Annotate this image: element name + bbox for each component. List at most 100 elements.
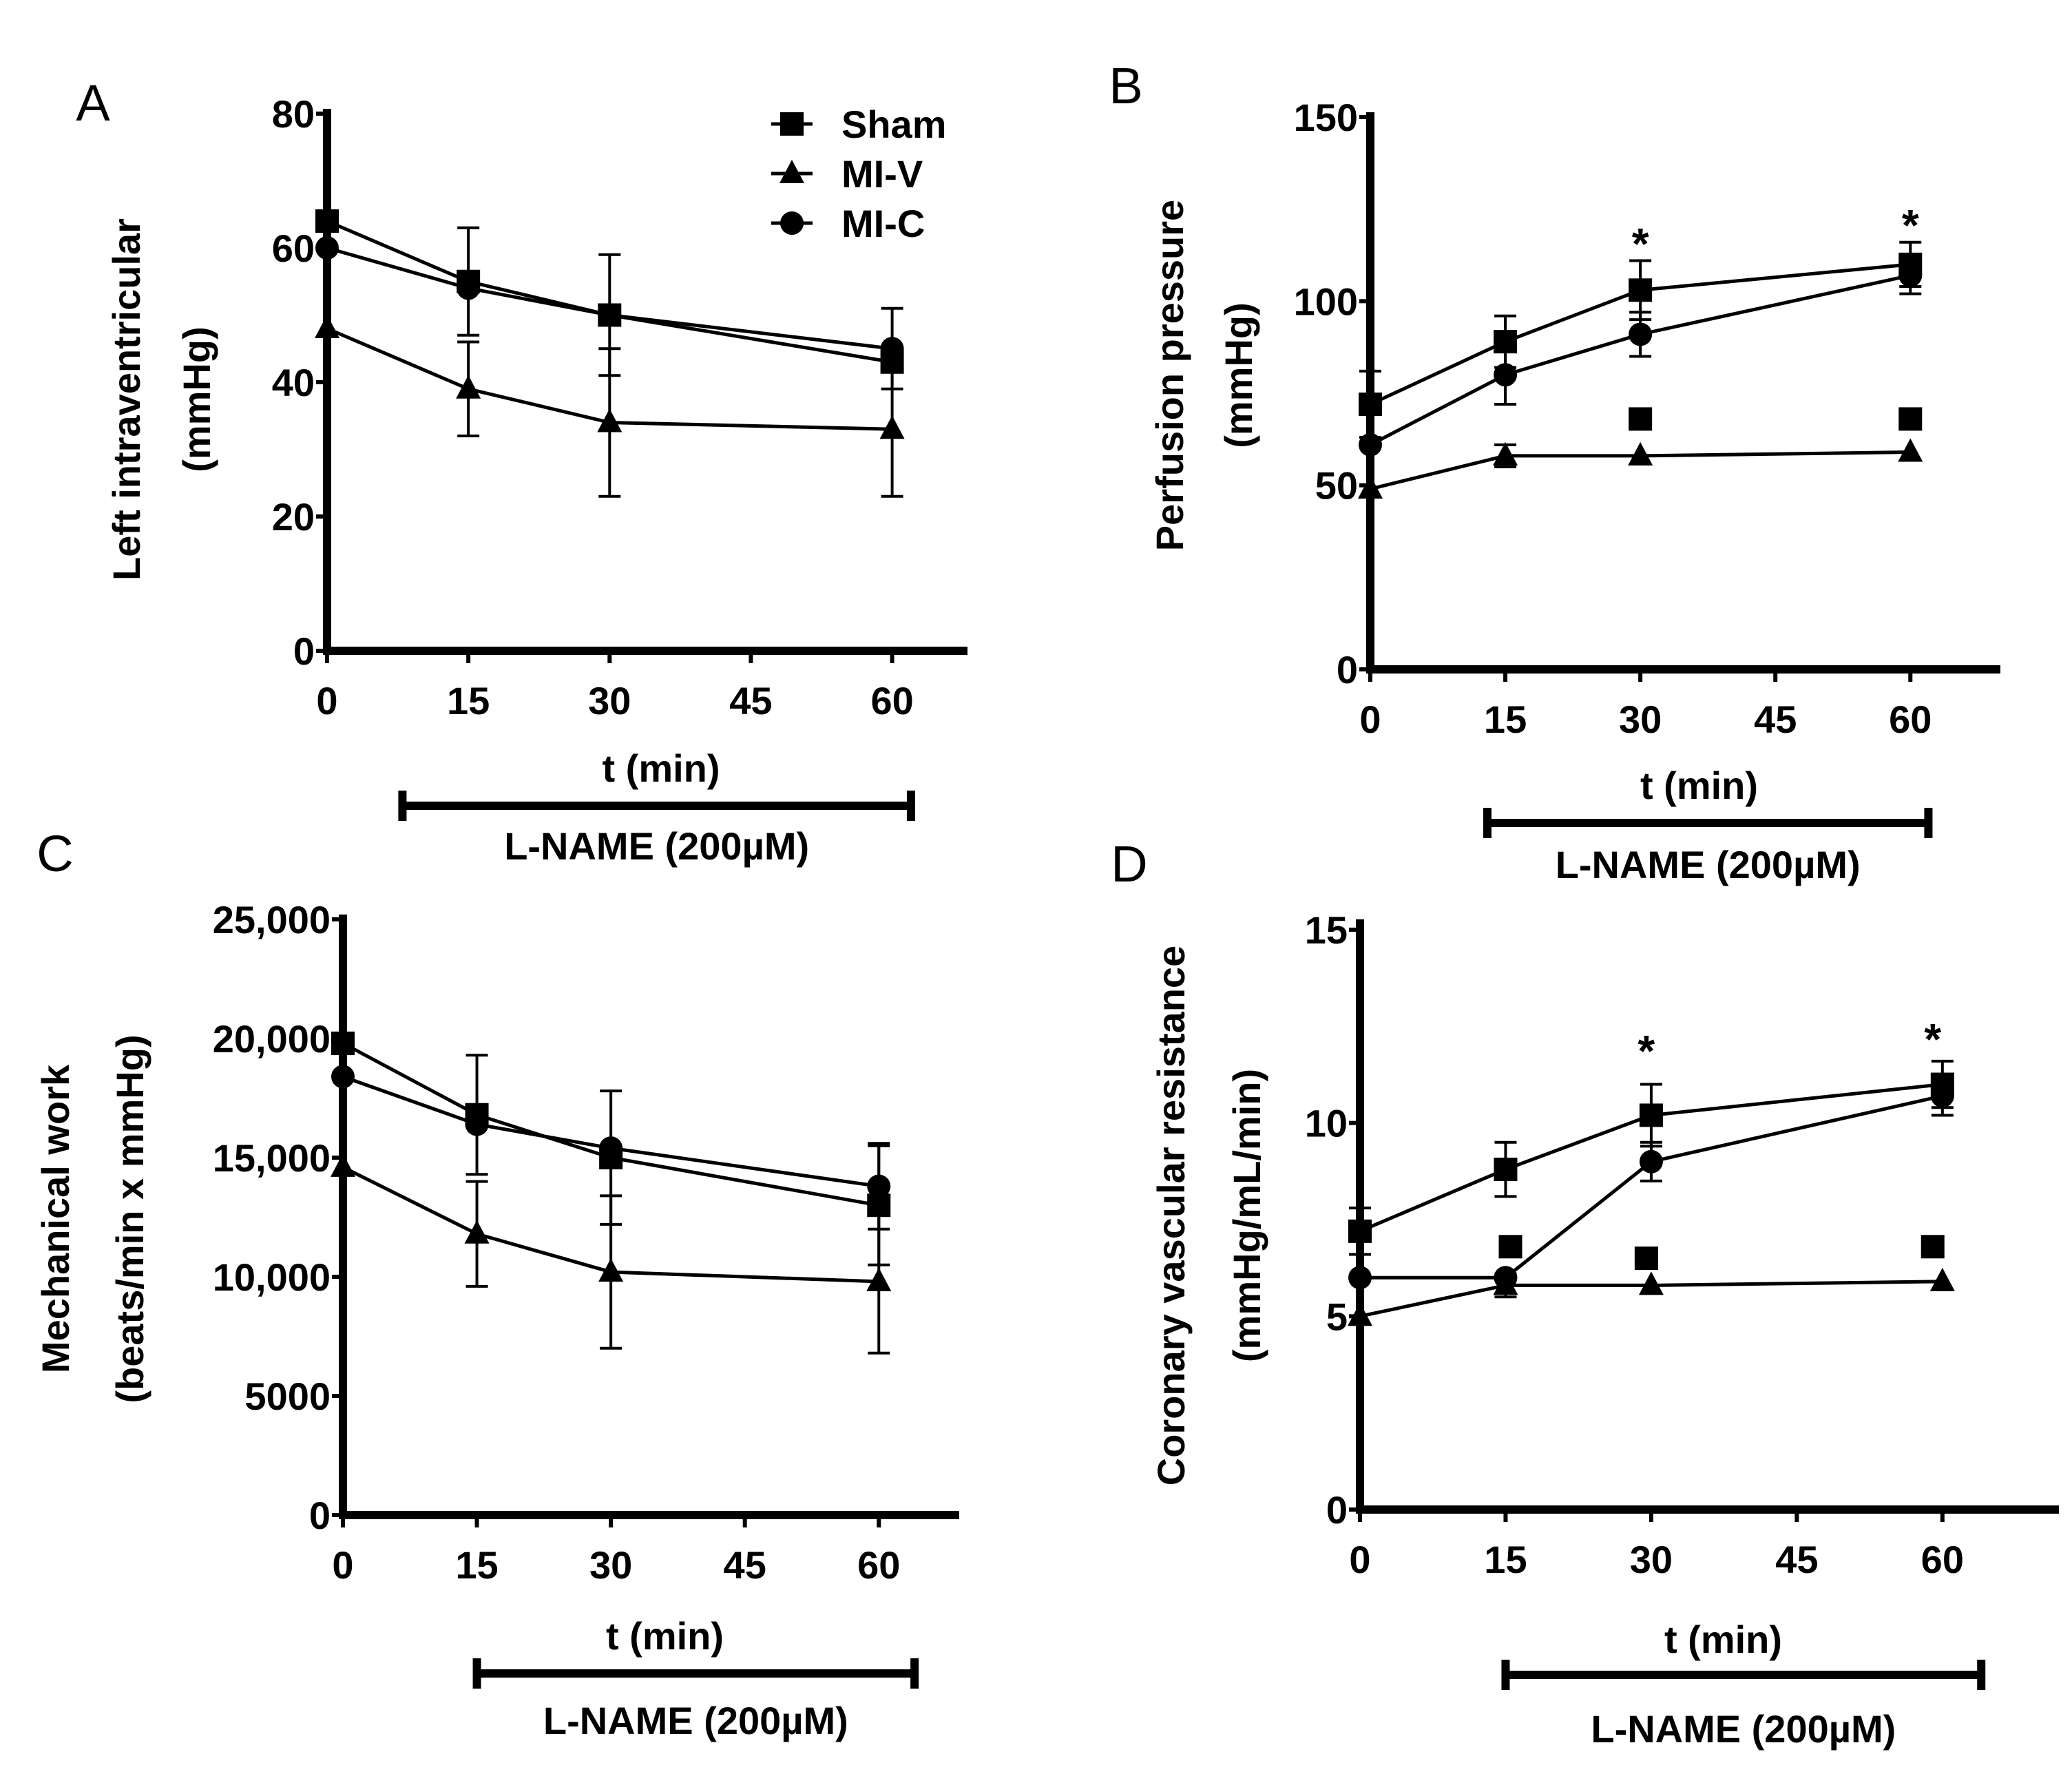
data-point: [1930, 1084, 1954, 1108]
x-axis-label: t (min): [602, 747, 720, 790]
data-point: [1358, 475, 1383, 499]
series-mi-v: [331, 1153, 892, 1355]
series-line: [326, 326, 892, 431]
y-tick-label: 80: [272, 92, 315, 136]
significance-star: *: [1924, 1014, 1941, 1064]
series-line: [326, 219, 892, 364]
x-tick-label: 15: [1484, 1538, 1527, 1581]
treatment-bar: [1483, 808, 1933, 838]
treatment-bar: [472, 1658, 919, 1689]
data-point: [456, 375, 481, 399]
series-line: [1359, 1280, 1943, 1318]
series-line: [1359, 1083, 1943, 1233]
series-mi-c: [315, 236, 904, 390]
y-tick-label: 20,000: [213, 1017, 331, 1061]
data-point: [315, 209, 339, 233]
significance-star: *: [1632, 219, 1649, 269]
data-point: [1639, 1103, 1663, 1127]
treatment-label: L-NAME (200µM): [543, 1699, 848, 1742]
treatment-label: L-NAME (200µM): [504, 824, 809, 868]
y-tick-label: 40: [272, 361, 315, 404]
legend-item: MI-C: [771, 202, 925, 245]
legend-item: MI-V: [771, 152, 923, 196]
series-mi-c: [1359, 255, 1923, 457]
y-axis-label-line-2: (mmHg/mL/min): [1225, 1069, 1268, 1362]
extra-marker: [1898, 407, 1923, 431]
x-tick-label: 60: [1921, 1538, 1964, 1581]
data-point: [1348, 1302, 1372, 1326]
significance-star: *: [1637, 1026, 1655, 1076]
y-tick-label: 10,000: [213, 1255, 331, 1299]
data-point: [1494, 1158, 1518, 1182]
series-mi-c: [331, 1065, 891, 1231]
data-point: [1348, 1219, 1372, 1243]
data-point: [465, 1112, 489, 1136]
data-point: [1629, 278, 1653, 302]
y-tick-label: 150: [1294, 96, 1358, 139]
series-line: [1369, 273, 1911, 447]
data-point: [1638, 1271, 1664, 1295]
extra-marker: [1921, 1235, 1945, 1259]
y-axis-label-line-2: (mmHg): [1217, 302, 1260, 448]
data-point: [867, 1174, 891, 1198]
data-point: [1898, 263, 1923, 287]
data-point: [1494, 1266, 1518, 1290]
data-point: [464, 1220, 490, 1244]
legend-marker: [779, 160, 804, 183]
x-tick-label: 45: [1754, 698, 1797, 741]
data-point: [599, 1136, 623, 1160]
y-tick-label: 0: [1337, 648, 1358, 691]
x-tick-label: 0: [316, 679, 337, 722]
series-sham: [1348, 1059, 1954, 1256]
treatment-bar: [1501, 1660, 1986, 1690]
x-tick-label: 45: [729, 679, 772, 722]
data-point: [1898, 438, 1923, 462]
data-point: [1639, 1149, 1663, 1173]
data-point: [879, 415, 905, 439]
x-tick-label: 30: [589, 1543, 632, 1587]
series-line: [1369, 262, 1911, 406]
legend-label: MI-C: [841, 202, 925, 245]
data-point: [597, 408, 622, 432]
y-tick-label: 10: [1305, 1102, 1348, 1145]
x-tick-label: 0: [1349, 1538, 1370, 1581]
x-tick-label: 60: [857, 1543, 900, 1587]
data-point: [598, 303, 622, 327]
x-tick-label: 60: [870, 679, 913, 722]
legend-item: Sham: [771, 103, 947, 146]
y-tick-label: 100: [1294, 280, 1358, 323]
series-line: [342, 1165, 879, 1284]
data-point: [880, 337, 904, 361]
legend-marker: [780, 211, 804, 235]
series-mi-c: [1348, 1075, 1954, 1290]
data-point: [1628, 441, 1653, 466]
data-point: [1348, 1266, 1372, 1290]
treatment-bar: [398, 791, 915, 821]
panel-letter: B: [1109, 57, 1142, 114]
data-point: [1493, 441, 1518, 466]
x-tick-label: 15: [455, 1543, 498, 1587]
data-point: [1929, 1267, 1955, 1291]
y-tick-label: 20: [272, 495, 315, 539]
data-point: [315, 315, 339, 338]
panel-letter: A: [76, 74, 110, 132]
x-tick-label: 30: [1630, 1538, 1673, 1581]
series-mi-v: [315, 315, 905, 498]
data-point: [1359, 393, 1382, 417]
y-axis-label-line-1: Perfusion pressure: [1148, 200, 1191, 551]
legend: Sham MI-V MI-C: [771, 103, 947, 245]
y-tick-label: 15: [1305, 908, 1348, 952]
panel-a: A 0 20 40 60 80 0 15 30 45 60 t (min) Left intravent…: [76, 74, 967, 868]
data-point: [331, 1031, 355, 1055]
treatment-label: L-NAME (200µM): [1591, 1707, 1896, 1751]
legend-marker: [780, 112, 804, 136]
data-point: [598, 1258, 624, 1282]
x-axis-label: t (min): [1640, 764, 1758, 807]
data-point: [315, 236, 339, 260]
x-tick-label: 15: [447, 679, 490, 722]
x-tick-label: 60: [1889, 698, 1932, 741]
panel-letter: C: [36, 825, 73, 882]
data-point: [457, 276, 481, 300]
treatment-label: L-NAME (200µM): [1556, 843, 1861, 886]
y-tick-label: 50: [1315, 464, 1358, 508]
